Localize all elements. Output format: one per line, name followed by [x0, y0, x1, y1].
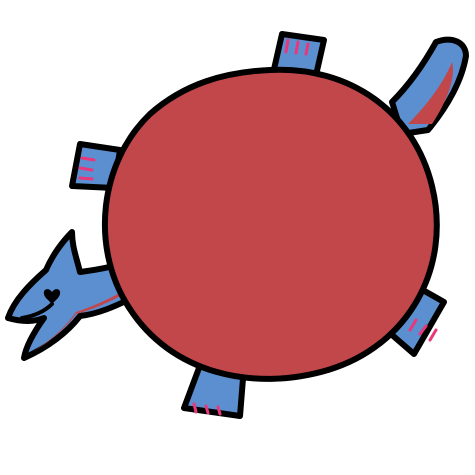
tail-icon	[389, 36, 469, 137]
head-icon	[5, 229, 135, 361]
shell-icon	[101, 66, 440, 382]
eye-icon	[43, 289, 61, 304]
